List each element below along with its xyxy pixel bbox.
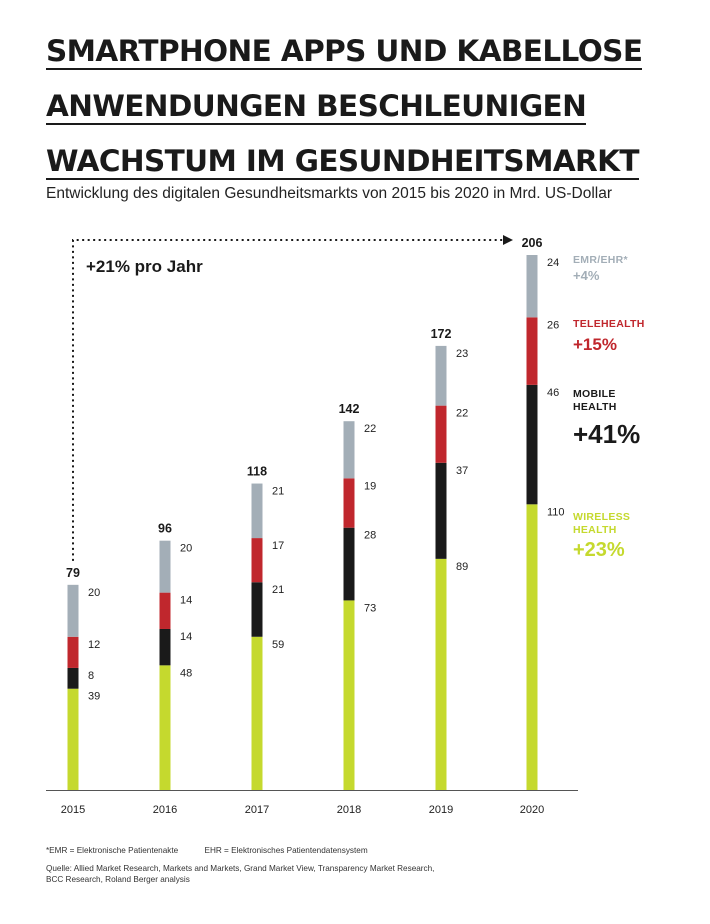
footnote-source: Quelle: Allied Market Research, Markets … (46, 863, 566, 885)
total-label-2017: 118 (247, 465, 267, 479)
x-tick-2018: 2018 (337, 804, 361, 816)
segment-label-2015-0: 39 (88, 691, 100, 703)
title-line-1: SMARTPHONE APPS UND KABELLOSE (46, 34, 643, 70)
segment-label-2020-0: 110 (547, 506, 565, 518)
total-label-2020: 206 (522, 236, 543, 250)
title-line-3: WACHSTUM IM GESUNDHEITSMARKT (46, 144, 640, 180)
segment-label-2018-2: 19 (364, 480, 376, 492)
segment-label-2017-1: 21 (272, 584, 284, 596)
legend-name-2: TELEHEALTH (573, 318, 645, 330)
bar-segment-2020-1 (526, 384, 538, 505)
segment-label-2017-0: 59 (272, 639, 284, 651)
growth-dotted-line (72, 239, 504, 561)
legend-growth-1: +41% (573, 419, 640, 449)
segment-label-2016-3: 20 (180, 543, 192, 555)
bar-segment-2020-2 (526, 317, 538, 385)
bar-segment-2018-1 (343, 527, 355, 601)
bar-segment-2015-2 (67, 636, 79, 668)
legend-name-3: EMR/EHR* (573, 254, 629, 266)
footnote-definitions: *EMR = Elektronische Patientenakte EHR =… (46, 846, 392, 855)
bar-segment-2016-0 (159, 665, 171, 790)
segment-label-2015-2: 12 (88, 639, 100, 651)
segment-label-2015-1: 8 (88, 670, 94, 682)
bar-segment-2020-3 (526, 255, 538, 318)
bar-segment-2017-0 (251, 636, 263, 790)
bar-segment-2017-2 (251, 538, 263, 583)
bar-segment-2019-2 (435, 405, 447, 463)
legend-growth-2: +15% (573, 335, 617, 354)
segment-label-2017-2: 17 (272, 540, 284, 552)
bar-segment-2017-1 (251, 582, 263, 637)
total-label-2016: 96 (158, 522, 172, 536)
bar-segment-2018-0 (343, 600, 355, 790)
total-label-2018: 142 (339, 402, 360, 416)
segment-label-2016-0: 48 (180, 667, 192, 679)
legend-growth-3: +4% (573, 268, 600, 283)
x-tick-2015: 2015 (61, 804, 85, 816)
bar-segment-2017-3 (251, 483, 263, 539)
legend-name-0: WIRELESS HEALTH (573, 511, 633, 536)
bar-segment-2016-3 (159, 540, 171, 593)
segment-label-2018-0: 73 (364, 602, 376, 614)
title-line-2: ANWENDUNGEN BESCHLEUNIGEN (46, 89, 587, 125)
footnote-emr: *EMR = Elektronische Patientenakte (46, 846, 179, 855)
segment-label-2020-3: 24 (547, 257, 559, 269)
bar-segment-2016-2 (159, 592, 171, 629)
chart-title: SMARTPHONE APPS UND KABELLOSE ANWENDUNGE… (46, 28, 686, 193)
chart-subtitle: Entwicklung des digitalen Gesundheitsmar… (46, 185, 613, 202)
x-tick-2020: 2020 (520, 804, 544, 816)
segment-label-2016-1: 14 (180, 631, 192, 643)
bar-segment-2016-1 (159, 628, 171, 666)
bar-segment-2019-3 (435, 345, 447, 406)
segment-label-2019-0: 89 (456, 561, 468, 573)
segment-label-2016-2: 14 (180, 595, 192, 607)
bar-segment-2020-0 (526, 504, 538, 790)
segment-label-2017-3: 21 (272, 486, 284, 498)
segment-label-2018-1: 28 (364, 530, 376, 542)
total-label-2015: 79 (66, 566, 80, 580)
bar-segment-2018-3 (343, 421, 355, 479)
segment-label-2019-1: 37 (456, 465, 468, 477)
bar-segment-2015-0 (67, 688, 79, 790)
source-line-1: Quelle: Allied Market Research, Markets … (46, 864, 435, 873)
segment-label-2015-3: 20 (88, 587, 100, 599)
segment-label-2020-1: 46 (547, 387, 559, 399)
x-tick-2016: 2016 (153, 804, 177, 816)
source-line-2: BCC Research, Roland Berger analysis (46, 875, 190, 884)
growth-annotation: +21% pro Jahr (86, 257, 203, 276)
bar-segment-2019-1 (435, 462, 447, 559)
segment-label-2019-3: 23 (456, 348, 468, 360)
bar-segment-2015-3 (67, 584, 79, 637)
footnote-ehr: EHR = Elektronisches Patientendatensyste… (204, 846, 368, 855)
bar-segment-2019-0 (435, 558, 447, 790)
segment-label-2020-2: 26 (547, 319, 559, 331)
x-tick-2017: 2017 (245, 804, 269, 816)
segment-label-2018-3: 22 (364, 423, 376, 435)
legend-name-1: MOBILE HEALTH (573, 388, 619, 413)
bar-segment-2018-2 (343, 478, 355, 528)
x-tick-2019: 2019 (429, 804, 453, 816)
growth-arrow-head (503, 235, 513, 245)
bar-segment-2015-1 (67, 667, 79, 689)
total-label-2019: 172 (431, 327, 452, 341)
segment-label-2019-2: 22 (456, 408, 468, 420)
legend-growth-0: +23% (573, 539, 625, 561)
